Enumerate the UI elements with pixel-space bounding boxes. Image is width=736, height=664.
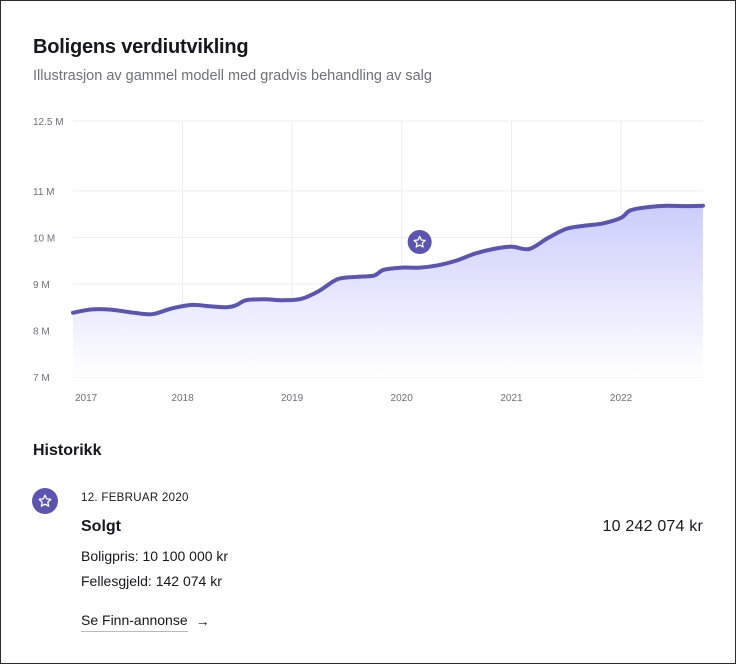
event-amount: 10 242 074 kr xyxy=(602,518,703,535)
x-tick-label: 2018 xyxy=(171,393,194,404)
event-date: 12. FEBRUAR 2020 xyxy=(81,492,189,504)
arrow-right-icon: → xyxy=(195,612,210,629)
y-tick-label: 9 M xyxy=(33,280,50,291)
finn-link[interactable]: Se Finn-annonse → xyxy=(81,612,210,632)
event-title: Solgt xyxy=(81,518,121,535)
marker-circle xyxy=(407,230,432,255)
event-detail-price: Boligpris: 10 100 000 kr xyxy=(81,548,229,564)
x-tick-label: 2019 xyxy=(281,393,304,404)
y-tick-label: 10 M xyxy=(33,233,55,244)
x-tick-label: 2017 xyxy=(75,393,98,404)
star-icon xyxy=(413,235,426,248)
x-tick-label: 2022 xyxy=(610,393,633,404)
page-title: Boligens verdiutvikling xyxy=(33,36,249,58)
series-line xyxy=(71,203,705,317)
sale-marker xyxy=(407,230,432,255)
y-tick-label: 7 M xyxy=(33,373,50,384)
history-heading: Historikk xyxy=(33,442,102,459)
y-tick-label: 12.5 M xyxy=(33,117,64,128)
y-tick-label: 11 M xyxy=(33,187,55,198)
event-detail-debt: Fellesgjeld: 142 074 kr xyxy=(81,573,222,589)
series-area xyxy=(73,205,703,377)
x-tick-label: 2020 xyxy=(391,393,414,404)
finn-link-label: Se Finn-annonse xyxy=(81,612,188,632)
star-icon xyxy=(32,488,58,514)
value-chart: 7 M 8 M 9 M 10 M 11 M 12.5 M 2017 2018 2019 2020 2… xyxy=(33,117,705,404)
page-subtitle: Illustrasjon av gammel modell med gradvi… xyxy=(33,68,432,84)
x-tick-label: 2021 xyxy=(500,393,523,404)
y-tick-label: 8 M xyxy=(33,326,50,337)
